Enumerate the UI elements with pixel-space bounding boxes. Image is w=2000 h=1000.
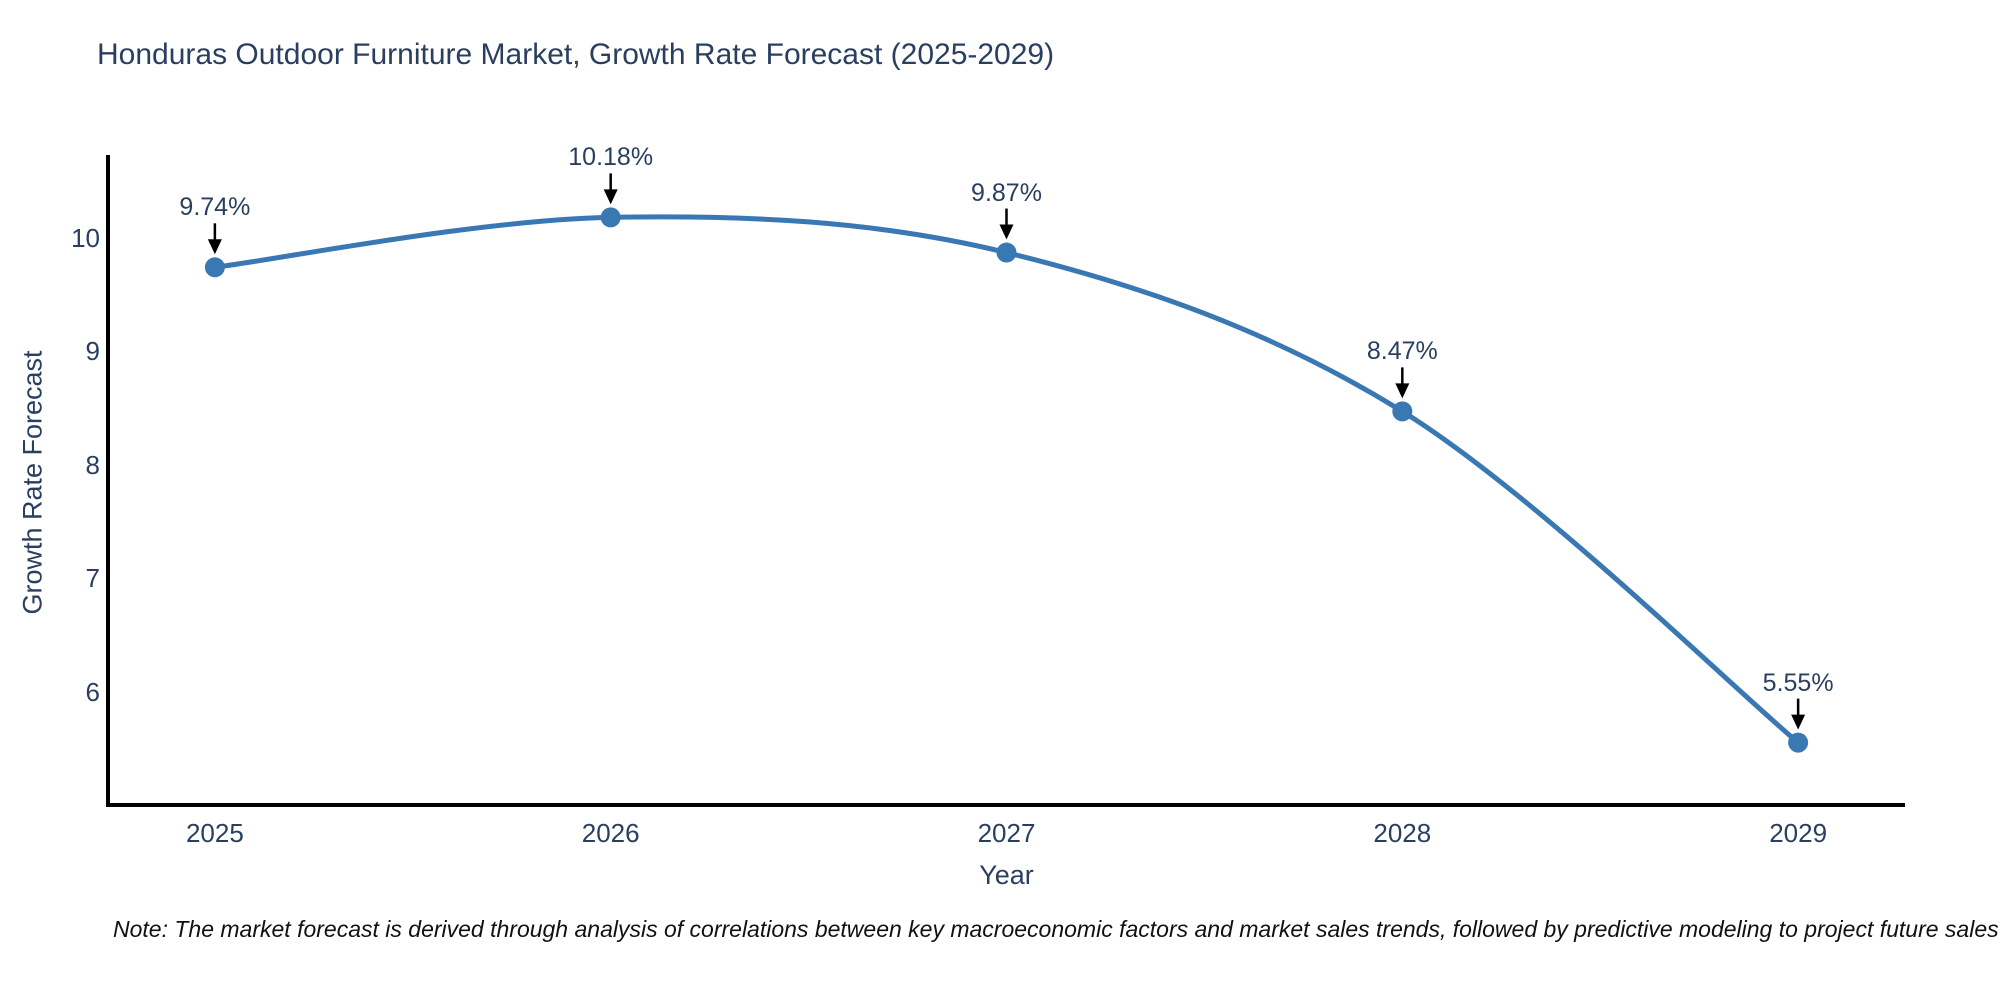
point-label: 8.47% [1366,337,1438,366]
x-tick-label: 2027 [977,818,1036,848]
x-axis-title: Year [979,860,1034,890]
data-point-marker[interactable] [1392,401,1413,422]
annotation-arrowhead-icon [999,224,1014,240]
y-tick-label: 8 [85,449,100,480]
x-tick-label: 2026 [581,818,640,848]
annotation-arrowhead-icon [207,239,222,255]
point-label: 9.74% [179,193,251,222]
point-label: 9.87% [971,178,1042,207]
data-point-marker[interactable] [1788,732,1809,753]
footnote: Note: The market forecast is derived thr… [113,916,1999,942]
y-axis-title: Growth Rate Forecast [17,350,48,615]
point-label: 10.18% [568,143,654,172]
y-tick-label: 10 [71,222,100,253]
chart-title: Honduras Outdoor Furniture Market, Growt… [97,38,1055,71]
data-point-marker[interactable] [204,257,225,278]
annotation-arrowhead-icon [1791,714,1806,730]
point-label: 5.55% [1762,668,1834,697]
x-tick-label: 2029 [1769,818,1828,848]
x-tick-label: 2028 [1373,818,1432,848]
data-point-marker[interactable] [600,207,621,228]
data-point-marker[interactable] [996,242,1017,263]
x-tick-label: 2025 [185,818,244,848]
y-tick-label: 6 [85,676,100,707]
y-tick-label: 7 [85,563,100,594]
y-tick-label: 9 [85,336,100,367]
annotation-arrowhead-icon [603,189,618,205]
forecast-line [214,214,1800,745]
annotation-arrowhead-icon [1395,383,1410,399]
